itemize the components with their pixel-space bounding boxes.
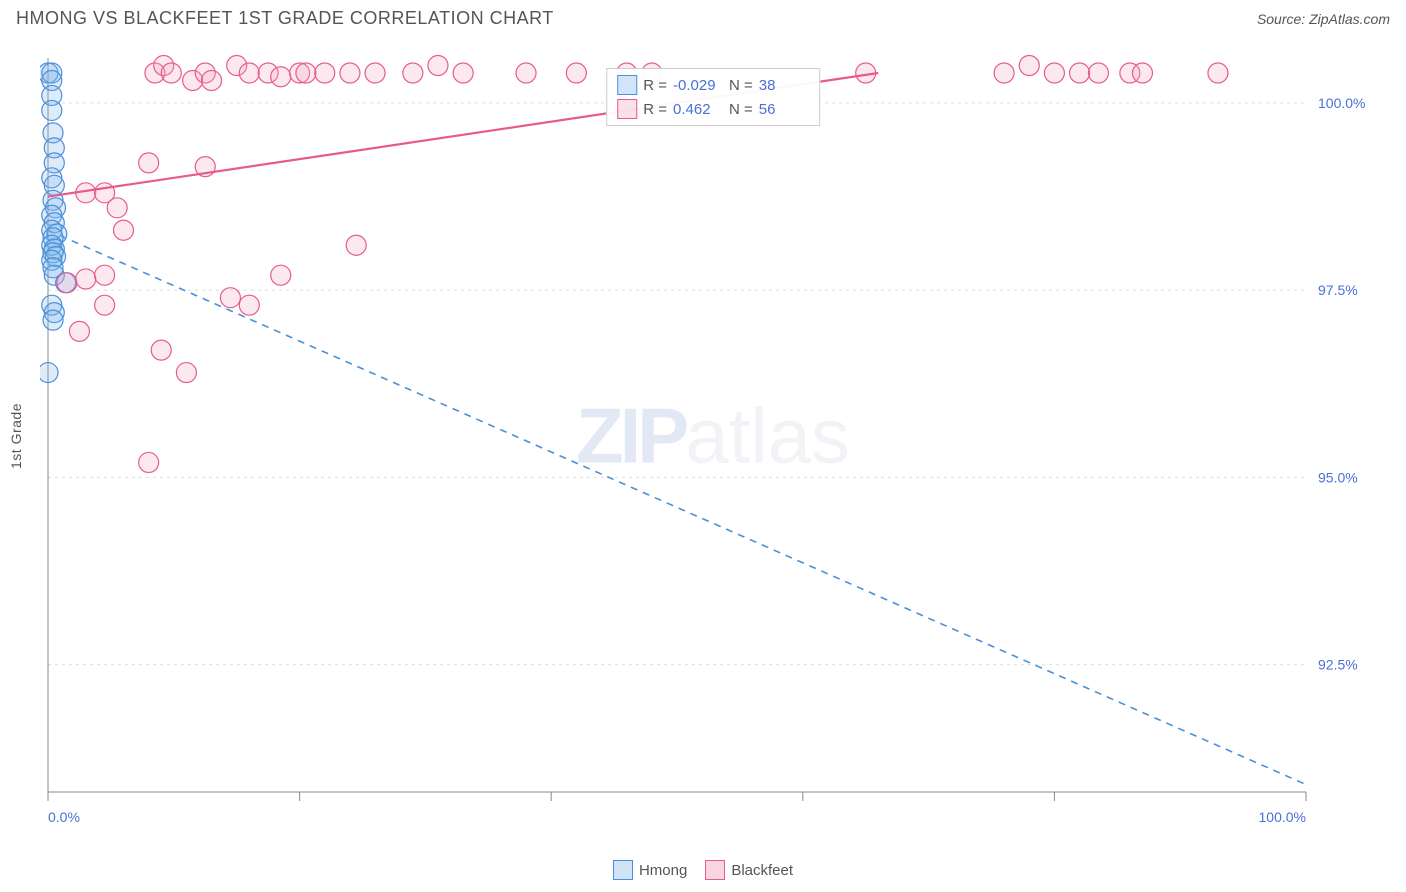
legend-n-label: N = bbox=[729, 101, 753, 118]
legend-label: Blackfeet bbox=[731, 862, 793, 879]
svg-text:0.0%: 0.0% bbox=[48, 809, 80, 825]
legend-item: Blackfeet bbox=[705, 860, 793, 880]
chart-area: 1st Grade 0.0%100.0%92.5%95.0%97.5%100.0… bbox=[40, 40, 1386, 832]
legend-r-label: R = bbox=[643, 101, 667, 118]
svg-text:97.5%: 97.5% bbox=[1318, 282, 1358, 298]
legend-swatch bbox=[705, 860, 725, 880]
source-credit: Source: ZipAtlas.com bbox=[1257, 11, 1390, 27]
legend-label: Hmong bbox=[639, 862, 687, 879]
legend-n-label: N = bbox=[729, 77, 753, 94]
legend-swatch bbox=[613, 860, 633, 880]
legend-n-value: 56 bbox=[759, 101, 809, 118]
svg-text:95.0%: 95.0% bbox=[1318, 469, 1358, 485]
legend-r-label: R = bbox=[643, 77, 667, 94]
legend-row: R = -0.029 N = 38 bbox=[617, 73, 809, 97]
legend-item: Hmong bbox=[613, 860, 687, 880]
legend-r-value: 0.462 bbox=[673, 101, 723, 118]
legend-n-value: 38 bbox=[759, 77, 809, 94]
series-legend: Hmong Blackfeet bbox=[0, 860, 1406, 880]
svg-text:100.0%: 100.0% bbox=[1259, 809, 1306, 825]
legend-r-value: -0.029 bbox=[673, 77, 723, 94]
legend-swatch bbox=[617, 99, 637, 119]
correlation-scatter-chart: 0.0% 100.0% 92.5% 95.0% 97.5% 100.0% bbox=[40, 40, 1386, 832]
y-axis-label: 1st Grade bbox=[8, 403, 24, 469]
legend-swatch bbox=[617, 75, 637, 95]
legend-row: R = 0.462 N = 56 bbox=[617, 97, 809, 121]
page-title: HMONG VS BLACKFEET 1ST GRADE CORRELATION… bbox=[16, 8, 554, 29]
correlation-legend: R = -0.029 N = 38 R = 0.462 N = 56 bbox=[606, 68, 820, 126]
svg-text:100.0%: 100.0% bbox=[1318, 95, 1365, 111]
svg-text:92.5%: 92.5% bbox=[1318, 657, 1358, 673]
